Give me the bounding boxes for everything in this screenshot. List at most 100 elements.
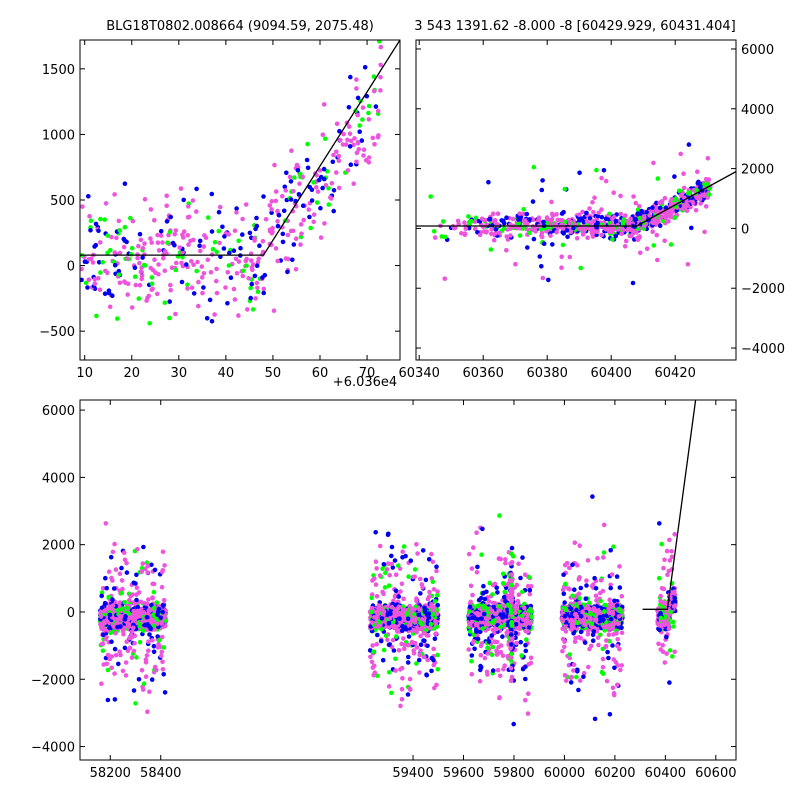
data-point <box>145 570 150 575</box>
data-point <box>94 314 99 319</box>
data-point <box>255 286 260 291</box>
data-point <box>387 573 392 578</box>
data-point <box>462 220 467 225</box>
data-point <box>246 276 251 281</box>
data-point <box>121 669 126 674</box>
data-point <box>299 231 304 236</box>
data-point <box>201 285 206 290</box>
panel-top-right: 3 543 1391.62 -8.000 -8 [60429.929, 6043… <box>399 19 785 381</box>
data-point <box>184 262 189 267</box>
data-point <box>519 653 524 658</box>
data-point <box>134 283 139 288</box>
data-point <box>334 170 339 175</box>
x-tick-label: 60380 <box>527 366 568 381</box>
data-point <box>370 643 375 648</box>
data-point <box>118 281 123 286</box>
data-point <box>244 263 249 268</box>
data-point <box>233 228 238 233</box>
data-point <box>123 181 128 186</box>
data-point <box>434 683 439 688</box>
x-tick-label: 60360 <box>463 366 504 381</box>
data-point <box>545 215 550 220</box>
data-point <box>163 300 168 305</box>
data-point <box>260 275 265 280</box>
data-point <box>369 596 374 601</box>
data-point <box>285 270 290 275</box>
data-point <box>133 265 138 270</box>
data-point <box>533 226 538 231</box>
data-point <box>104 201 109 206</box>
data-point <box>400 697 405 702</box>
data-point <box>143 197 148 202</box>
data-point <box>205 316 210 321</box>
data-point <box>658 206 663 211</box>
data-point <box>157 638 162 643</box>
data-point <box>191 198 196 203</box>
data-point <box>130 305 135 310</box>
data-point <box>417 658 422 663</box>
y-tick-label: 1500 <box>42 63 75 78</box>
data-point <box>99 681 104 686</box>
data-point <box>577 171 582 176</box>
data-point <box>539 264 544 269</box>
data-point <box>394 572 399 577</box>
data-point <box>397 616 402 621</box>
data-point <box>130 246 135 251</box>
data-point <box>214 267 219 272</box>
data-point <box>378 573 383 578</box>
data-point <box>513 224 518 229</box>
data-point <box>102 217 107 222</box>
data-point <box>107 291 112 296</box>
data-point <box>394 634 399 639</box>
data-point <box>292 175 297 180</box>
data-point <box>389 562 394 567</box>
data-point <box>223 285 228 290</box>
data-point <box>501 667 506 672</box>
data-point <box>148 627 153 632</box>
data-point <box>388 616 393 621</box>
data-point <box>662 238 667 243</box>
data-point <box>619 212 624 217</box>
data-point <box>150 275 155 280</box>
data-point <box>685 209 690 214</box>
data-point <box>310 198 315 203</box>
data-point <box>164 204 169 209</box>
data-point <box>379 22 384 27</box>
data-point <box>565 235 570 240</box>
data-point <box>479 552 484 557</box>
data-point <box>108 305 113 310</box>
data-point <box>322 177 327 182</box>
data-point <box>523 220 528 225</box>
data-point <box>371 649 376 654</box>
y-tick-label: 6000 <box>741 43 774 58</box>
data-point <box>134 598 139 603</box>
data-point <box>251 307 256 312</box>
data-point <box>114 567 119 572</box>
data-point <box>525 212 530 217</box>
data-point <box>499 643 504 648</box>
data-point <box>261 291 266 296</box>
data-point <box>322 167 327 172</box>
data-point <box>106 668 111 673</box>
data-point <box>580 216 585 221</box>
data-point <box>492 238 497 243</box>
data-point <box>396 563 401 568</box>
data-point <box>335 122 340 127</box>
data-point <box>179 261 184 266</box>
data-point <box>483 218 488 223</box>
data-point <box>409 606 414 611</box>
data-point <box>394 608 399 613</box>
data-point <box>427 590 432 595</box>
data-point <box>152 590 157 595</box>
data-point <box>252 236 257 241</box>
data-point <box>191 238 196 243</box>
data-point <box>577 213 582 218</box>
data-point <box>117 219 122 224</box>
data-point <box>618 194 623 199</box>
data-point <box>149 207 154 212</box>
data-point <box>282 209 287 214</box>
data-point <box>414 630 419 635</box>
data-point <box>513 262 518 267</box>
data-point <box>156 645 161 650</box>
data-point <box>647 213 652 218</box>
